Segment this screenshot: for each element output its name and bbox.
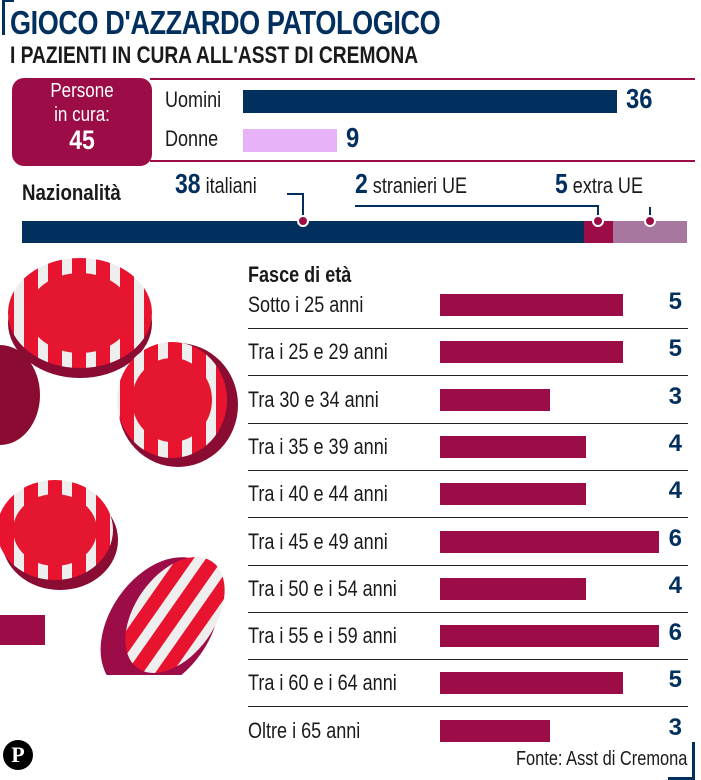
nationality-category: italiani [205, 173, 257, 198]
total-value: 45 [69, 125, 95, 155]
age-label: Tra 30 e 34 anni [248, 386, 379, 412]
age-bar [440, 672, 623, 695]
age-bar [440, 294, 623, 316]
age-row: Tra 30 e 34 anni 3 [248, 377, 688, 424]
age-label: Tra i 55 e i 59 anni [248, 623, 397, 649]
age-bar [440, 341, 623, 364]
nationality-legend: 5 extra UE [555, 168, 643, 200]
row-divider [248, 564, 688, 566]
nationality-legend: 2 stranieri UE [355, 168, 467, 200]
gender-value: 36 [626, 83, 653, 114]
age-value: 6 [668, 524, 682, 552]
row-divider [248, 706, 688, 708]
nationality-category: extra UE [572, 173, 643, 198]
page-title: GIOCO D'AZZARDO PATOLOGICO [10, 4, 441, 41]
row-divider [248, 611, 688, 613]
leader-dot [296, 215, 309, 227]
gender-bar [243, 129, 337, 152]
chip [0, 345, 40, 445]
nationality-segment [613, 221, 687, 243]
nationality-value: 38 [175, 168, 201, 199]
divider [150, 160, 695, 162]
leader-line [649, 207, 652, 221]
leader-line [287, 193, 303, 195]
leader-dot [644, 215, 657, 227]
gender-label: Donne [165, 126, 219, 151]
age-value: 6 [668, 619, 682, 647]
chip [0, 615, 45, 645]
age-label: Sotto i 25 anni [248, 292, 364, 317]
leader-line [301, 193, 304, 221]
age-label: Tra i 60 e i 64 anni [248, 670, 397, 696]
age-row: Tra i 25 e 29 anni 5 [248, 329, 688, 377]
age-row: Tra i 55 e i 59 anni 6 [248, 613, 688, 661]
gender-label: Uomini [165, 87, 222, 112]
age-bar [440, 530, 659, 553]
row-divider [248, 328, 688, 329]
leader-line [597, 205, 600, 221]
age-value: 5 [668, 335, 682, 363]
source-text: Fonte: Asst di Cremona [516, 748, 688, 770]
row-divider [248, 375, 688, 377]
age-value: 3 [668, 713, 682, 741]
age-value: 4 [668, 429, 682, 457]
age-bar [440, 388, 550, 411]
age-row: Tra i 35 e 39 anni 4 [248, 424, 688, 471]
age-value: 5 [668, 666, 682, 694]
page-subtitle: I PAZIENTI IN CURA ALL'ASST DI CREMONA [10, 42, 419, 69]
age-label: Tra i 35 e 39 anni [248, 433, 388, 459]
age-bar [440, 435, 586, 458]
age-label: Oltre i 65 anni [248, 717, 361, 743]
row-divider [248, 659, 688, 661]
nationality-segment [22, 221, 584, 243]
age-bar [440, 625, 659, 648]
gender-bar [243, 90, 618, 113]
leader-dot [592, 215, 605, 227]
age-value: 5 [668, 288, 682, 315]
title-accent [2, 0, 5, 35]
poker-chips-illustration [0, 258, 238, 675]
nationality-segment [583, 221, 614, 243]
age-label: Tra i 50 e i 54 anni [248, 575, 397, 601]
nationality-label: Nazionalità [22, 180, 121, 205]
corner-accent [692, 742, 695, 780]
age-row: Tra i 40 e 44 anni 4 [248, 471, 688, 519]
total-box: Persone in cura: 45 [12, 78, 152, 166]
nationality-legend: 38 italiani [175, 168, 257, 200]
corner-accent [668, 777, 695, 780]
age-label: Tra i 40 e 44 anni [248, 481, 388, 507]
nationality-value: 2 [355, 168, 368, 199]
age-value: 4 [668, 477, 682, 505]
title-accent [2, 0, 14, 2]
age-value: 3 [668, 382, 682, 410]
age-label: Tra i 45 e 49 anni [248, 528, 388, 554]
row-divider [248, 517, 688, 519]
age-row: Tra i 60 e i 64 anni 5 [248, 660, 688, 708]
row-divider [248, 469, 688, 471]
age-label: Tra i 25 e 29 anni [248, 339, 388, 365]
age-value: 4 [668, 571, 682, 599]
row-divider [248, 422, 688, 424]
total-label: Persone [50, 80, 114, 102]
age-row: Tra i 45 e 49 anni 6 [248, 519, 688, 566]
publisher-logo: P [3, 740, 33, 770]
age-row: Oltre i 65 anni 3 [248, 708, 688, 755]
total-label: in cura: [54, 104, 110, 126]
nationality-category: stranieri UE [372, 173, 468, 198]
nationality-value: 5 [555, 168, 568, 199]
age-bar [440, 577, 586, 600]
divider [150, 78, 695, 80]
gender-value: 9 [345, 122, 359, 153]
age-row: Tra i 50 e i 54 anni 4 [248, 566, 688, 613]
age-bar [440, 483, 586, 506]
age-title: Fasce di età [248, 262, 352, 287]
leader-line [355, 205, 599, 207]
age-row: Sotto i 25 anni 5 [248, 282, 688, 329]
age-bar [440, 719, 550, 742]
